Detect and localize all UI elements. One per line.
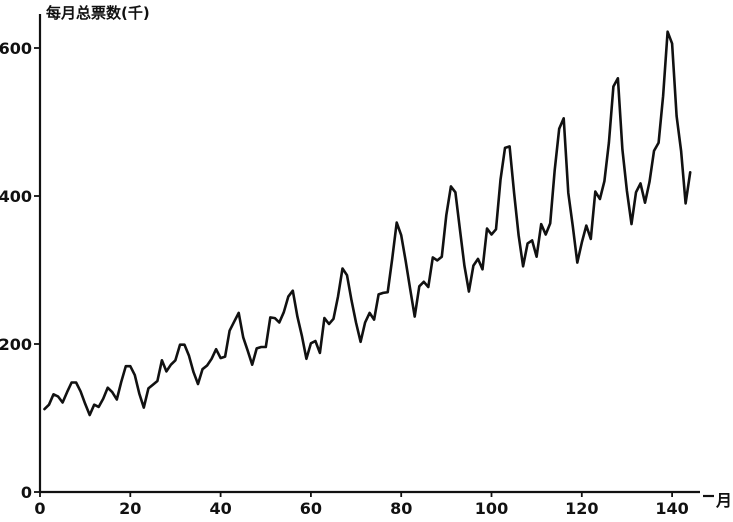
y-tick-label: 0: [21, 483, 32, 502]
y-tick-label: 200: [0, 335, 32, 354]
x-tick-label: 20: [119, 499, 141, 518]
y-tick-label: 600: [0, 39, 32, 58]
y-tick-label: 400: [0, 187, 32, 206]
x-axis-title: 月: [715, 491, 732, 510]
series-group: [43, 30, 692, 417]
x-tick-label: 0: [34, 499, 45, 518]
axes: [38, 14, 714, 498]
x-tick-label: 40: [209, 499, 231, 518]
series-line: [43, 30, 692, 417]
x-tick-label: 80: [390, 499, 412, 518]
x-tick-label: 60: [300, 499, 322, 518]
y-ticks: 0 200 400 600: [0, 39, 40, 502]
x-ticks: 0 20 40 60 80 100 120 140: [34, 492, 689, 518]
x-tick-label: 140: [655, 499, 688, 518]
x-tick-label: 120: [565, 499, 598, 518]
y-axis-title: 每月总票数(千): [46, 4, 150, 22]
x-tick-label: 100: [475, 499, 508, 518]
